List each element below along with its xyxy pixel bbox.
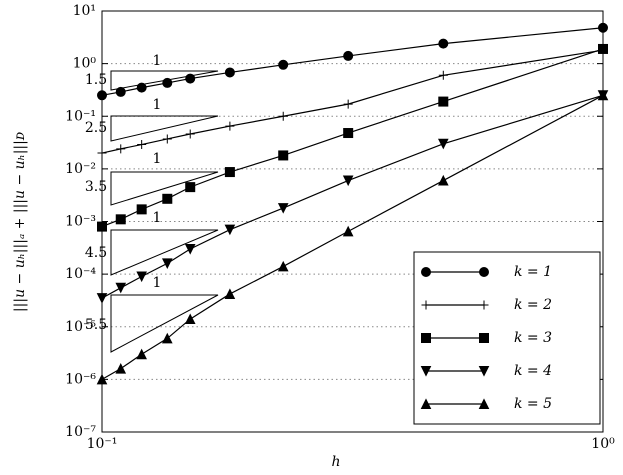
marker	[224, 67, 235, 78]
marker	[185, 182, 196, 193]
y-tick-label: 10⁻³	[65, 214, 96, 230]
slope-rise-label: 2.5	[85, 120, 107, 136]
marker	[343, 99, 353, 109]
marker	[479, 267, 489, 277]
slope-rise-label: 5.5	[85, 317, 107, 333]
slope-run-label: 1	[153, 97, 162, 113]
marker	[478, 398, 490, 409]
marker	[224, 224, 236, 236]
x-axis-label: h	[331, 454, 340, 470]
marker	[162, 134, 172, 144]
marker	[161, 332, 173, 344]
marker	[438, 96, 449, 107]
marker	[224, 167, 235, 178]
marker	[343, 128, 354, 139]
y-tick-label: 10⁻⁶	[65, 371, 96, 387]
x-tick-label: 10⁰	[591, 436, 615, 452]
marker	[96, 293, 108, 304]
marker	[115, 363, 127, 374]
marker	[342, 225, 354, 237]
marker	[421, 267, 431, 277]
marker	[437, 138, 449, 150]
plot-frame	[101, 10, 604, 433]
slope-run-label: 1	[153, 53, 162, 69]
marker	[184, 244, 196, 255]
y-axis-label: |||u − uₕ|||ₐ + |||u − uₕ|||ᴅ	[12, 132, 28, 312]
legend-label: k = 1	[514, 264, 552, 280]
series-line	[101, 94, 604, 380]
marker	[597, 89, 609, 101]
marker	[97, 148, 107, 158]
series-line	[101, 49, 604, 154]
marker	[478, 366, 490, 377]
marker	[438, 70, 448, 80]
marker	[115, 214, 126, 225]
y-tick-label: 10⁻⁷	[65, 424, 96, 440]
marker	[184, 313, 196, 325]
series-line	[101, 94, 604, 299]
marker	[343, 50, 354, 61]
marker	[277, 260, 289, 272]
slope-rise-label: 3.5	[85, 179, 107, 195]
marker	[278, 111, 288, 121]
marker	[278, 59, 289, 70]
y-tick-label: 10⁻²	[65, 161, 96, 177]
marker	[598, 22, 608, 33]
marker	[96, 373, 108, 385]
slope-rise-label: 4.5	[85, 245, 107, 261]
marker	[437, 174, 449, 186]
marker	[420, 366, 432, 377]
marker	[136, 271, 147, 283]
marker	[278, 150, 289, 161]
slope-triangle	[110, 70, 219, 91]
marker	[421, 300, 431, 310]
marker	[479, 333, 489, 343]
marker	[277, 203, 289, 214]
marker	[438, 38, 449, 49]
marker	[136, 204, 147, 215]
marker	[224, 288, 236, 299]
marker	[420, 398, 432, 409]
slope-rise-label: 1.5	[85, 72, 107, 88]
marker	[116, 144, 126, 154]
slope-run-label: 1	[153, 275, 162, 291]
slope-triangle	[110, 229, 219, 276]
marker	[479, 300, 489, 310]
legend-label: k = 5	[514, 396, 552, 412]
y-tick-label: 10¹	[73, 3, 96, 19]
slope-triangle	[110, 171, 219, 206]
marker	[136, 348, 147, 360]
slope-triangle	[110, 294, 219, 353]
marker	[115, 282, 127, 294]
series-line	[101, 27, 604, 96]
y-tick-label: 10⁻⁵	[65, 319, 96, 335]
marker	[185, 129, 195, 139]
legend-label: k = 2	[514, 297, 552, 313]
legend-label: k = 4	[514, 363, 552, 379]
legend: k = 1 k = 2 k = 3 k = 4 k = 5	[413, 251, 601, 425]
marker	[598, 43, 608, 54]
legend-label: k = 3	[514, 330, 552, 346]
marker	[115, 86, 126, 97]
y-tick-label: 10⁻¹	[65, 108, 96, 124]
x-tick-label: 10⁻¹	[87, 436, 118, 452]
marker	[137, 140, 147, 150]
slope-triangle	[110, 115, 219, 142]
y-tick-label: 10⁰	[73, 56, 97, 72]
marker	[97, 221, 107, 232]
y-tick-label: 10⁻⁴	[65, 266, 96, 282]
series-line	[101, 48, 604, 228]
slope-run-label: 1	[153, 210, 162, 226]
marker	[97, 90, 107, 101]
marker	[225, 121, 235, 131]
slope-run-label: 1	[153, 151, 162, 167]
marker	[162, 193, 173, 204]
marker	[161, 258, 173, 270]
marker	[342, 175, 354, 187]
marker	[421, 333, 431, 343]
